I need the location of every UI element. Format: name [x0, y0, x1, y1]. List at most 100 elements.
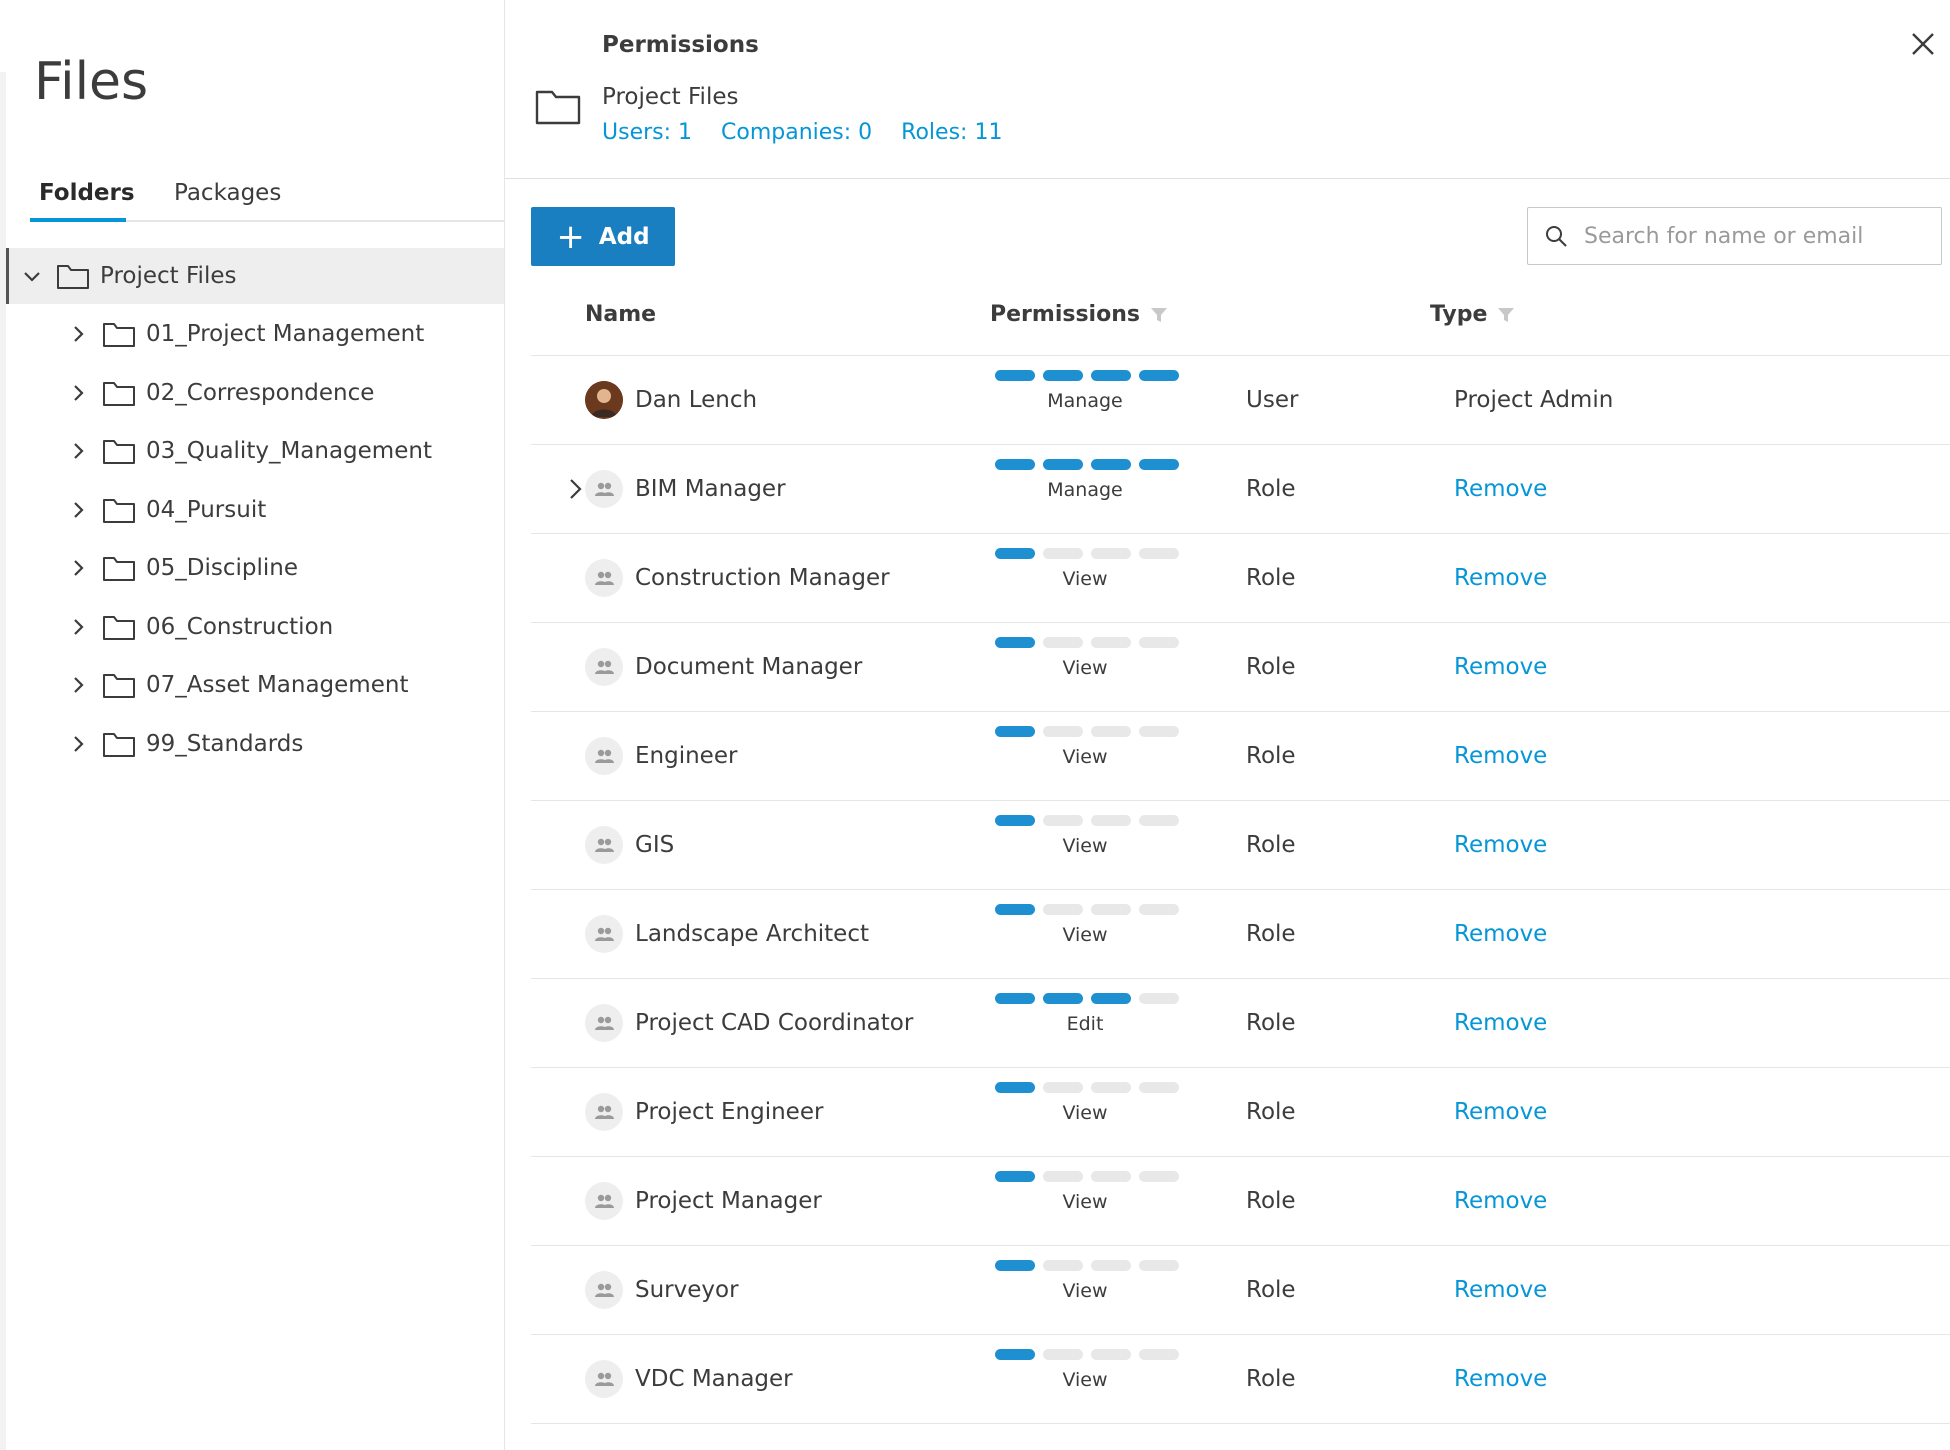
- chevron-right-icon[interactable]: [64, 437, 92, 465]
- tree-item-folder[interactable]: 07_Asset Management: [64, 657, 408, 713]
- row-name-cell: Engineer: [585, 712, 737, 800]
- folder-icon: [103, 440, 135, 464]
- tree-item-folder[interactable]: 06_Construction: [64, 599, 333, 655]
- permission-level-bar: [1139, 1260, 1179, 1271]
- chevron-right-icon[interactable]: [64, 613, 92, 641]
- table-row[interactable]: Document Manager View Role Remove: [531, 622, 1950, 711]
- role-icon: [585, 1271, 623, 1309]
- row-type: Role: [1246, 832, 1296, 858]
- row-type: Role: [1246, 1277, 1296, 1303]
- table-row[interactable]: VDC Manager View Role Remove: [531, 1334, 1950, 1424]
- permission-level[interactable]: View: [995, 1260, 1195, 1320]
- filter-icon[interactable]: [1497, 306, 1515, 324]
- chevron-down-icon[interactable]: [18, 262, 46, 290]
- row-name-cell: VDC Manager: [585, 1335, 793, 1423]
- permission-bars: [995, 815, 1195, 826]
- permission-level-bar: [995, 1349, 1035, 1360]
- remove-link[interactable]: Remove: [1454, 476, 1548, 502]
- chevron-right-icon[interactable]: [64, 320, 92, 348]
- remove-link[interactable]: Remove: [1454, 1099, 1548, 1125]
- tree-item-folder[interactable]: 05_Discipline: [64, 540, 298, 596]
- companies-count-link[interactable]: Companies: 0: [721, 120, 873, 145]
- permission-level[interactable]: View: [995, 726, 1195, 786]
- remove-link[interactable]: Remove: [1454, 832, 1548, 858]
- row-name: Project Engineer: [635, 1099, 824, 1125]
- permission-bars: [995, 1349, 1195, 1360]
- filter-icon[interactable]: [1150, 306, 1168, 324]
- permission-level-bar: [1043, 1171, 1083, 1182]
- permission-level[interactable]: View: [995, 1171, 1195, 1231]
- row-name: Construction Manager: [635, 565, 890, 591]
- column-header-permissions[interactable]: Permissions: [990, 302, 1168, 327]
- column-header-name[interactable]: Name: [585, 302, 657, 327]
- chevron-right-icon[interactable]: [64, 379, 92, 407]
- permission-level-bar: [995, 904, 1035, 915]
- permission-label: View: [1062, 657, 1108, 679]
- permission-level-bar: [1139, 548, 1179, 559]
- table-row[interactable]: Engineer View Role Remove: [531, 711, 1950, 800]
- permission-level[interactable]: Manage: [995, 459, 1195, 519]
- permission-level[interactable]: View: [995, 1082, 1195, 1142]
- close-icon[interactable]: [1907, 28, 1939, 60]
- permission-bars: [995, 1171, 1195, 1182]
- table-row[interactable]: GIS View Role Remove: [531, 800, 1950, 889]
- permission-level-bar: [1139, 637, 1179, 648]
- remove-link[interactable]: Remove: [1454, 1366, 1548, 1392]
- add-button[interactable]: + Add: [531, 207, 675, 266]
- row-name-cell: Surveyor: [585, 1246, 739, 1334]
- chevron-right-icon[interactable]: [64, 496, 92, 524]
- chevron-right-icon[interactable]: [64, 671, 92, 699]
- remove-link[interactable]: Remove: [1454, 743, 1548, 769]
- table-row[interactable]: Project CAD Coordinator Edit Role Remove: [531, 978, 1950, 1067]
- add-button-label: Add: [598, 223, 650, 250]
- tree-item-folder[interactable]: 01_Project Management: [64, 306, 424, 362]
- column-header-type[interactable]: Type: [1430, 302, 1515, 327]
- tree-item-folder[interactable]: 02_Correspondence: [64, 365, 374, 421]
- permission-bars: [995, 548, 1195, 559]
- search-box[interactable]: [1527, 207, 1942, 265]
- table-row[interactable]: Surveyor View Role Remove: [531, 1245, 1950, 1334]
- permission-level[interactable]: View: [995, 548, 1195, 608]
- row-name-cell: Document Manager: [585, 623, 862, 711]
- permission-level[interactable]: View: [995, 637, 1195, 697]
- table-row[interactable]: Dan Lench Manage User Project Admin: [531, 355, 1950, 444]
- table-row[interactable]: BIM Manager Manage Role Remove: [531, 444, 1950, 533]
- row-name: Project Manager: [635, 1188, 822, 1214]
- permission-level-bar: [1043, 637, 1083, 648]
- tab-packages[interactable]: Packages: [174, 180, 282, 206]
- table-row[interactable]: Project Manager View Role Remove: [531, 1156, 1950, 1245]
- remove-link[interactable]: Remove: [1454, 921, 1548, 947]
- roles-count-link[interactable]: Roles: 11: [901, 120, 1003, 145]
- remove-link[interactable]: Remove: [1454, 1188, 1548, 1214]
- permission-level-bar: [1091, 637, 1131, 648]
- tree-item-folder[interactable]: 04_Pursuit: [64, 482, 266, 538]
- chevron-right-icon[interactable]: [64, 730, 92, 758]
- remove-link[interactable]: Remove: [1454, 565, 1548, 591]
- tree-item-folder[interactable]: 03_Quality_Management: [64, 423, 432, 479]
- tree-item-label: 99_Standards: [146, 730, 304, 757]
- remove-link[interactable]: Remove: [1454, 1010, 1548, 1036]
- table-row[interactable]: Landscape Architect View Role Remove: [531, 889, 1950, 978]
- role-icon: [585, 826, 623, 864]
- table-row[interactable]: Project Engineer View Role Remove: [531, 1067, 1950, 1156]
- remove-link[interactable]: Remove: [1454, 1277, 1548, 1303]
- permission-level[interactable]: View: [995, 815, 1195, 875]
- permission-level-bar: [995, 548, 1035, 559]
- users-count-link[interactable]: Users: 1: [602, 120, 693, 145]
- tree-root-row[interactable]: Project Files: [18, 248, 236, 304]
- search-input[interactable]: [1582, 222, 1916, 250]
- permission-level[interactable]: Edit: [995, 993, 1195, 1053]
- tree-item-label: 05_Discipline: [146, 555, 298, 581]
- chevron-right-icon[interactable]: [561, 475, 589, 503]
- chevron-right-icon[interactable]: [64, 554, 92, 582]
- permission-level[interactable]: View: [995, 904, 1195, 964]
- row-name-cell: Landscape Architect: [585, 890, 869, 978]
- tab-folders[interactable]: Folders: [39, 180, 135, 206]
- permission-level[interactable]: View: [995, 1349, 1195, 1409]
- remove-link[interactable]: Remove: [1454, 654, 1548, 680]
- permission-bars: [995, 904, 1195, 915]
- table-row[interactable]: Construction Manager View Role Remove: [531, 533, 1950, 622]
- permission-level-bar: [1139, 815, 1179, 826]
- tree-item-folder[interactable]: 99_Standards: [64, 716, 303, 772]
- permission-level[interactable]: Manage: [995, 370, 1195, 430]
